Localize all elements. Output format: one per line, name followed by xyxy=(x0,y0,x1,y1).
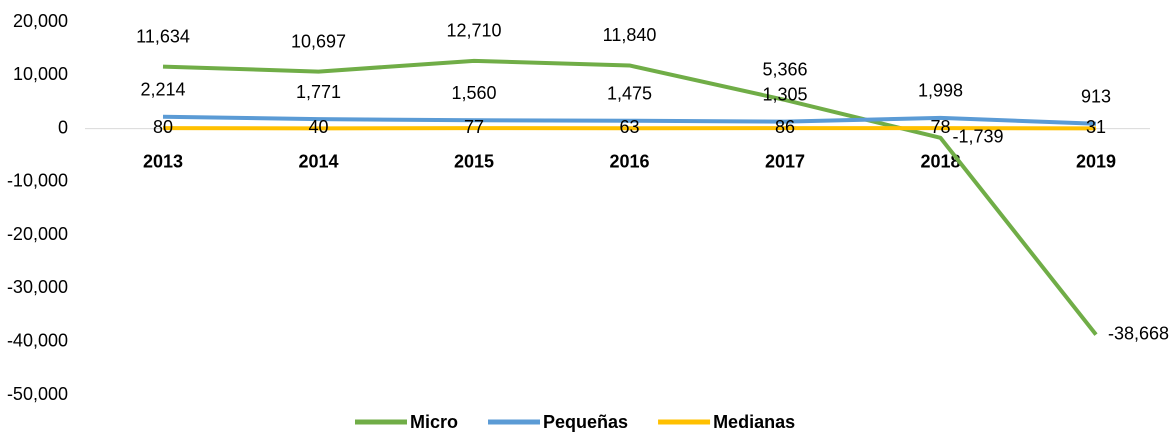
data-label: 5,366 xyxy=(762,60,807,80)
data-label: 31 xyxy=(1086,117,1106,137)
data-label: -38,668 xyxy=(1108,323,1169,343)
x-tick-label: 2014 xyxy=(298,151,338,171)
legend-label: Pequeñas xyxy=(543,412,628,432)
data-label: 12,710 xyxy=(446,21,501,41)
y-tick-label: -10,000 xyxy=(7,171,68,191)
data-label: -1,739 xyxy=(953,127,1004,147)
data-label: 913 xyxy=(1081,86,1111,106)
y-tick-label: -20,000 xyxy=(7,224,68,244)
data-label: 63 xyxy=(619,117,639,137)
data-label: 86 xyxy=(775,117,795,137)
data-label: 40 xyxy=(308,117,328,137)
data-label: 11,634 xyxy=(136,26,190,46)
y-tick-label: -30,000 xyxy=(7,277,68,297)
y-tick-label: 10,000 xyxy=(13,64,68,84)
x-tick-label: 2019 xyxy=(1076,151,1116,171)
data-label: 80 xyxy=(153,117,173,137)
x-tick-label: 2016 xyxy=(609,151,649,171)
x-tick-label: 2017 xyxy=(765,151,805,171)
data-label: 1,560 xyxy=(451,83,496,103)
data-label: 78 xyxy=(930,117,950,137)
legend-label: Medianas xyxy=(713,412,795,432)
y-tick-label: -40,000 xyxy=(7,330,68,350)
legend-label: Micro xyxy=(410,412,458,432)
data-label: 1,998 xyxy=(918,81,963,101)
y-tick-label: 0 xyxy=(58,117,68,137)
x-tick-label: 2013 xyxy=(143,151,183,171)
y-tick-label: -50,000 xyxy=(7,384,68,404)
x-tick-label: 2018 xyxy=(920,151,960,171)
x-tick-label: 2015 xyxy=(454,151,494,171)
y-tick-label: 20,000 xyxy=(13,11,68,31)
data-label: 11,840 xyxy=(603,25,657,45)
data-label: 77 xyxy=(464,117,484,137)
data-label: 2,214 xyxy=(140,80,185,100)
data-label: 1,305 xyxy=(762,84,807,104)
series-line xyxy=(162,114,1097,126)
series-line xyxy=(162,58,1098,336)
data-label: 1,475 xyxy=(607,83,652,103)
data-label: 1,771 xyxy=(296,82,341,102)
data-label: 10,697 xyxy=(291,31,346,51)
